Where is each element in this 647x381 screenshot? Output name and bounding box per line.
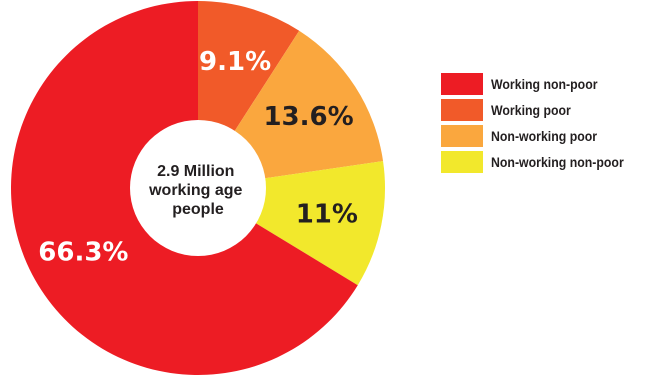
center-line-1: 2.9 Million [157,163,234,180]
legend-label: Non-working poor [491,128,598,144]
center-line-3: people [172,201,224,218]
legend-item-working-non-poor: Working non-poor [441,73,642,95]
legend-swatch [441,125,483,147]
legend-swatch [441,151,483,173]
legend-swatch [441,99,483,121]
slice-label-working-non-poor: 66.3% [38,237,128,267]
legend-label: Non-working non-poor [491,154,624,170]
slice-label-non-working-non-poor: 11% [296,199,358,229]
center-line-2: working age [148,182,242,199]
legend-item-non-working-poor: Non-working poor [441,125,642,147]
legend-label: Working poor [491,102,571,118]
legend-item-working-poor: Working poor [441,99,642,121]
donut-chart: 2.9 Million working age people 9.1% 13.6%… [10,1,385,375]
slice-labels-group: 9.1% 13.6% 11% 66.3% [38,47,358,268]
slice-label-working-poor: 9.1% [199,47,271,77]
slice-label-non-working-poor: 13.6% [263,102,353,132]
donut-hole [130,120,266,256]
legend-item-non-working-non-poor: Non-working non-poor [441,151,642,173]
center-label: 2.9 Million working age people [148,163,247,218]
legend-swatch [441,73,483,95]
legend-label: Working non-poor [491,76,598,92]
legend: Working non-poor Working poor Non-workin… [441,73,642,177]
